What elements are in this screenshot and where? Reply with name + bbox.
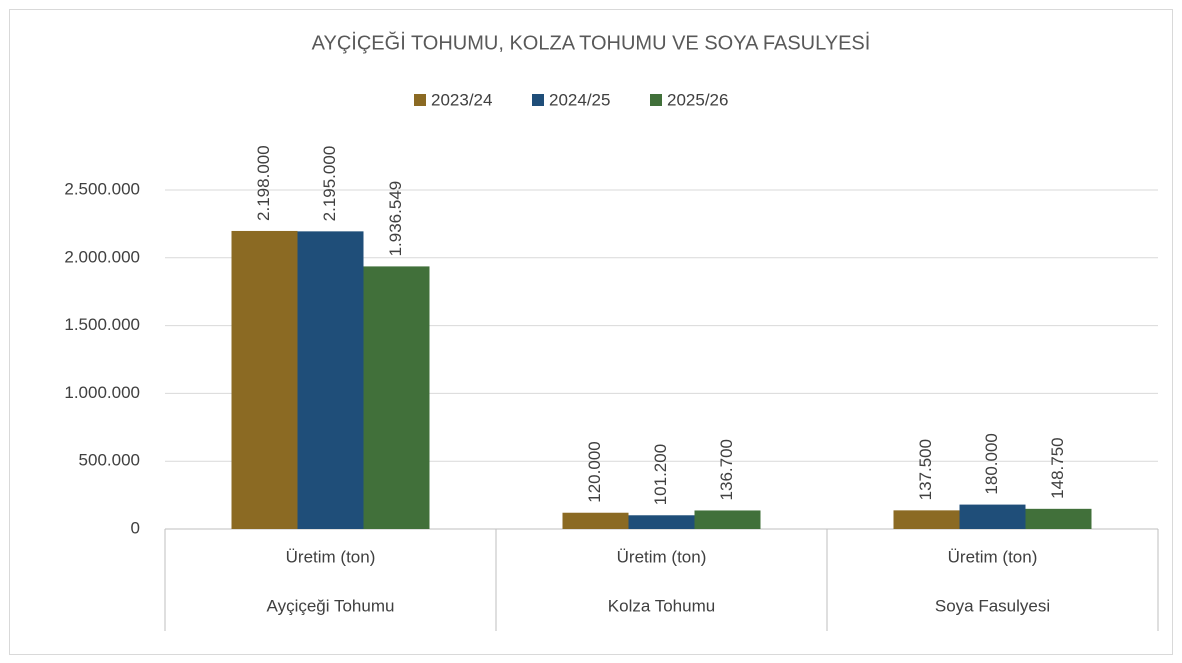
x-subcategory-label: Üretim (ton) bbox=[286, 547, 376, 566]
x-subcategory-label: Üretim (ton) bbox=[617, 547, 707, 566]
y-tick-label: 1.000.000 bbox=[64, 383, 140, 402]
data-label: 136.700 bbox=[717, 439, 736, 500]
bar bbox=[893, 510, 960, 529]
y-tick-label: 0 bbox=[131, 518, 140, 537]
y-tick-label: 500.000 bbox=[79, 451, 140, 470]
legend-label: 2023/24 bbox=[431, 90, 492, 109]
bar bbox=[694, 510, 761, 529]
y-tick-label: 2.500.000 bbox=[64, 179, 140, 198]
legend-swatch bbox=[414, 94, 426, 106]
bar bbox=[363, 266, 430, 529]
x-subcategory-label: Üretim (ton) bbox=[948, 547, 1038, 566]
data-label: 120.000 bbox=[585, 441, 604, 502]
bar bbox=[562, 512, 629, 529]
legend-label: 2024/25 bbox=[549, 90, 610, 109]
bar bbox=[297, 231, 364, 529]
data-label: 137.500 bbox=[916, 439, 935, 500]
y-tick-label: 1.500.000 bbox=[64, 315, 140, 334]
data-label: 148.750 bbox=[1048, 437, 1067, 498]
data-label: 101.200 bbox=[651, 444, 670, 505]
x-category-label: Kolza Tohumu bbox=[608, 596, 715, 615]
bar bbox=[231, 230, 298, 529]
legend-label: 2025/26 bbox=[667, 90, 728, 109]
legend-swatch bbox=[532, 94, 544, 106]
data-label: 1.936.549 bbox=[386, 181, 405, 257]
data-label: 2.198.000 bbox=[254, 145, 273, 221]
bar bbox=[1025, 508, 1092, 529]
x-category-label: Ayçiçeği Tohumu bbox=[267, 596, 395, 615]
bar bbox=[959, 504, 1026, 529]
legend-swatch bbox=[650, 94, 662, 106]
data-label: 2.195.000 bbox=[320, 146, 339, 222]
chart-title: AYÇİÇEĞİ TOHUMU, KOLZA TOHUMU VE SOYA FA… bbox=[312, 31, 871, 54]
x-category-label: Soya Fasulyesi bbox=[935, 596, 1050, 615]
y-tick-label: 2.000.000 bbox=[64, 247, 140, 266]
data-label: 180.000 bbox=[982, 433, 1001, 494]
chart-border bbox=[9, 9, 1173, 655]
bar bbox=[628, 515, 695, 529]
